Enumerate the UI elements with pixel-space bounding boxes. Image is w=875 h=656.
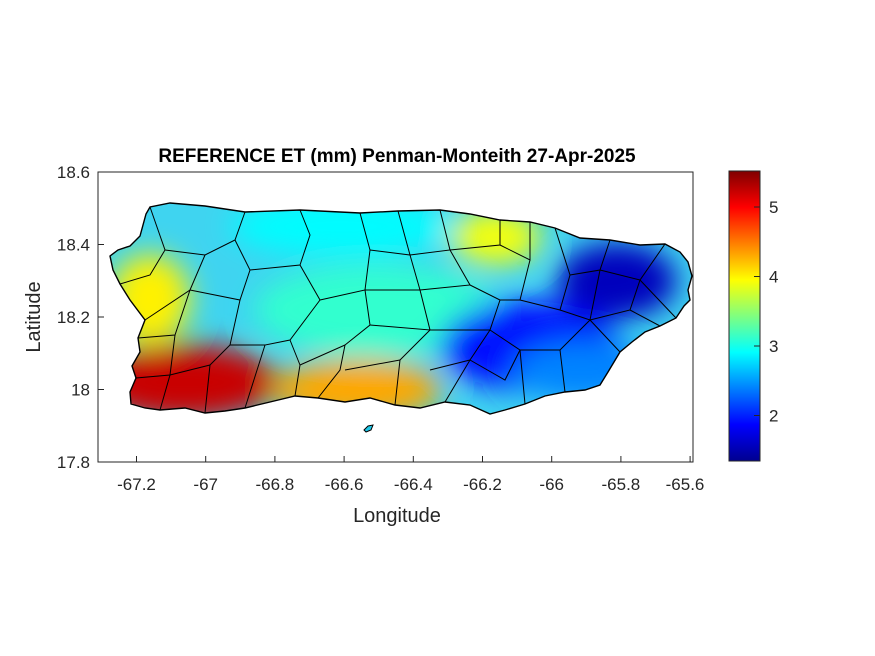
municipality-border — [639, 279, 677, 319]
islet-outline — [363, 424, 374, 433]
y-axis: 18.6 18.4 18.2 18 17.8 — [57, 163, 104, 472]
municipality-border — [430, 284, 501, 331]
y-tick-label: 18 — [71, 381, 90, 400]
heat-region — [254, 264, 495, 355]
municipality-border — [319, 212, 371, 301]
y-tick-5: 17.8 — [57, 453, 104, 472]
municipality-border — [519, 227, 571, 311]
plot-title: REFERENCE ET (mm) Penman-Monteith 27-Apr… — [158, 146, 636, 167]
colorbar-tick-label: 4 — [769, 268, 778, 287]
municipality-border — [249, 209, 311, 271]
heat-region — [556, 242, 677, 319]
y-tick-1: 18.6 — [57, 163, 104, 182]
municipality-border — [119, 206, 166, 285]
y-tick-label: 17.8 — [57, 453, 90, 472]
municipality-border — [299, 344, 346, 366]
x-tick-1: -67.2 — [117, 456, 156, 494]
heat-region — [450, 209, 541, 266]
colorbar-tick-label: 3 — [769, 337, 778, 356]
municipality-border — [589, 319, 621, 353]
colorbar-gradient — [728, 170, 761, 462]
y-tick-4: 18 — [71, 381, 104, 400]
heatmap-layer — [110, 203, 692, 414]
colorbar-tick-3: 3 — [754, 337, 778, 356]
municipality-borders — [119, 206, 677, 414]
x-tick-label: -66.2 — [463, 475, 502, 494]
municipality-border — [629, 309, 661, 327]
x-tick-label: -67 — [193, 475, 218, 494]
municipality-border — [519, 349, 526, 405]
municipality-border — [189, 239, 251, 301]
colorbar: 5 4 3 2 — [728, 170, 778, 462]
x-tick-label: -65.8 — [602, 475, 641, 494]
x-tick-label: -66.4 — [394, 475, 433, 494]
heat-region — [110, 344, 280, 414]
colorbar-tick-4: 4 — [754, 268, 778, 287]
x-tick-9: -65.6 — [666, 456, 705, 494]
colorbar-tick-5: 5 — [754, 198, 778, 217]
colorbar-tick-2: 2 — [754, 407, 778, 426]
y-tick-label: 18.6 — [57, 163, 90, 182]
y-tick-label: 18.4 — [57, 236, 90, 255]
island-outline — [109, 202, 693, 415]
x-tick-5: -66.4 — [394, 456, 433, 494]
x-axis-title: Longitude — [353, 505, 441, 527]
y-tick-3: 18.2 — [57, 308, 104, 327]
municipality-border — [135, 364, 211, 379]
colorbar-tick-label: 2 — [769, 407, 778, 426]
y-axis-title: Latitude — [23, 281, 45, 352]
x-tick-7: -66 — [539, 456, 564, 494]
municipality-border — [429, 359, 471, 371]
municipality-border — [469, 349, 521, 381]
y-tick-label: 18.2 — [57, 308, 90, 327]
x-tick-label: -66 — [539, 475, 564, 494]
municipality-border — [204, 299, 241, 414]
x-axis: -67.2 -67 -66.8 -66.6 -66.4 -66.2 -66 -6… — [98, 456, 704, 494]
municipality-border — [489, 319, 591, 351]
x-tick-label: -65.6 — [666, 475, 705, 494]
x-tick-label: -66.8 — [256, 475, 295, 494]
x-tick-4: -66.6 — [325, 456, 364, 494]
municipality-border — [164, 211, 246, 256]
colorbar-tick-label: 5 — [769, 198, 778, 217]
x-tick-2: -67 — [193, 456, 218, 494]
x-tick-3: -66.8 — [256, 456, 295, 494]
y-tick-2: 18.4 — [57, 236, 104, 255]
x-tick-8: -65.8 — [602, 456, 641, 494]
x-tick-label: -66.6 — [325, 475, 364, 494]
x-tick-label: -67.2 — [117, 475, 156, 494]
x-tick-6: -66.2 — [463, 456, 502, 494]
municipality-border — [344, 359, 401, 371]
municipality-border — [559, 349, 566, 393]
